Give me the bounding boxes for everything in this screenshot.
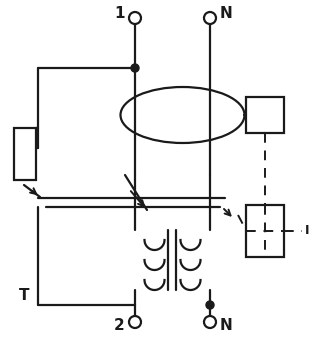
Text: N: N <box>220 318 233 334</box>
Circle shape <box>204 12 216 24</box>
Text: 2: 2 <box>114 318 125 334</box>
Circle shape <box>129 12 141 24</box>
Circle shape <box>131 64 139 72</box>
Circle shape <box>204 316 216 328</box>
Bar <box>14 128 36 180</box>
Text: I: I <box>305 224 309 238</box>
Circle shape <box>206 301 214 309</box>
Text: T: T <box>19 288 29 303</box>
Bar <box>247 97 285 133</box>
Bar <box>247 205 285 257</box>
Circle shape <box>129 316 141 328</box>
Text: N: N <box>220 6 233 22</box>
Text: 1: 1 <box>115 6 125 22</box>
